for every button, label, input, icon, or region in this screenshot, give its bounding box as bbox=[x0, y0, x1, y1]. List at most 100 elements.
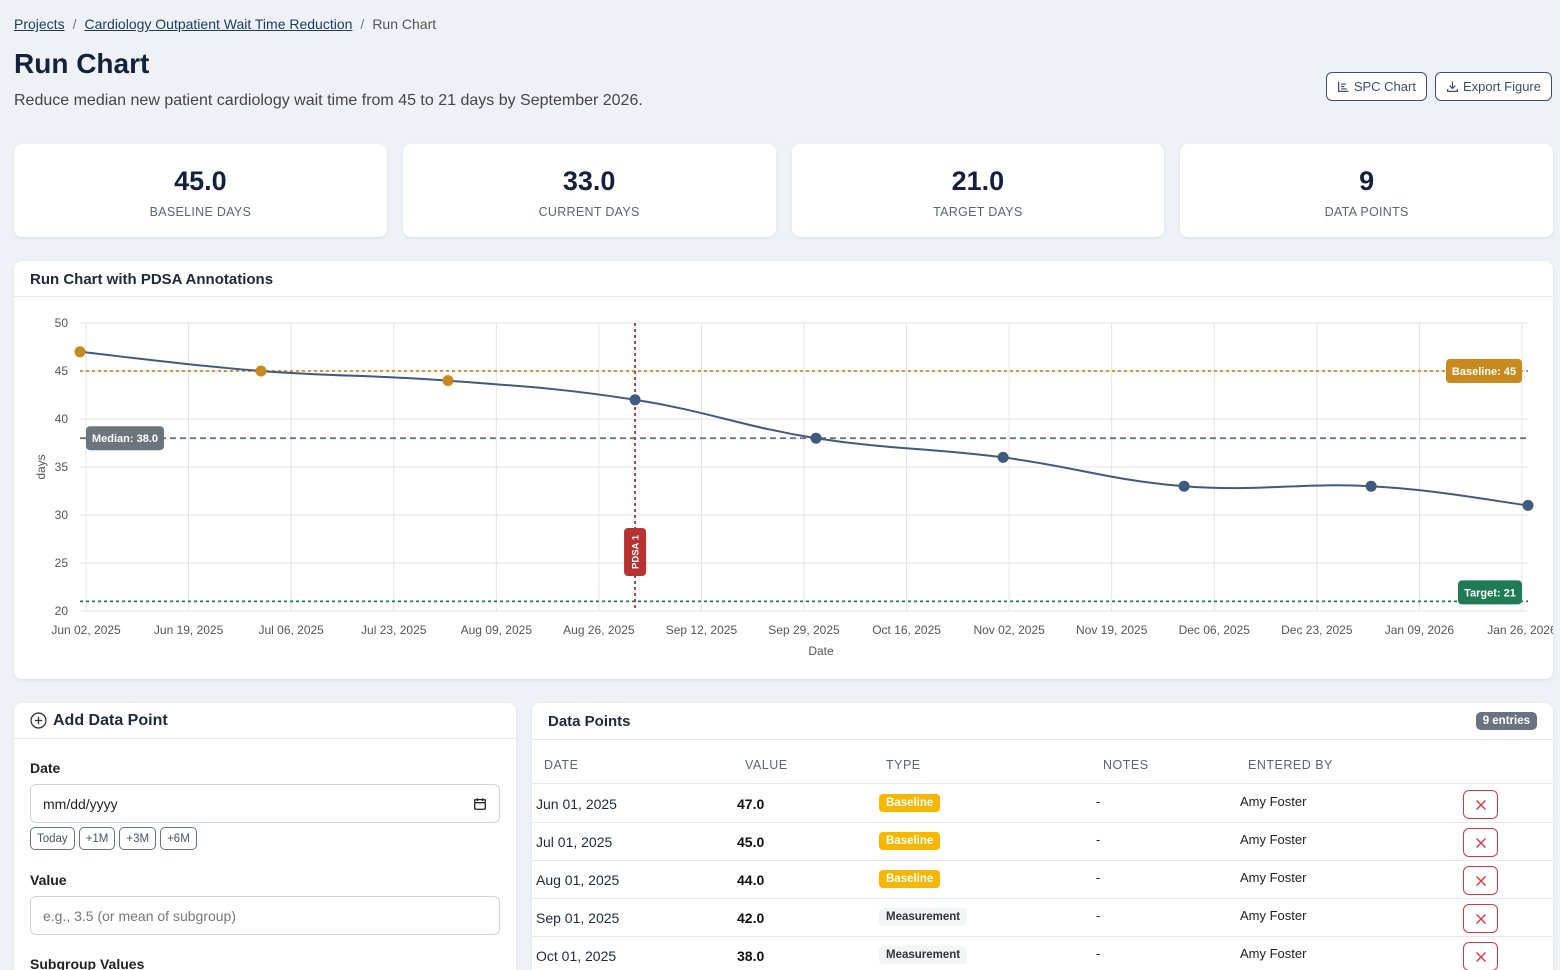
data-points-title: Data Points bbox=[548, 712, 631, 730]
cell-entered-by: Amy Foster bbox=[1240, 946, 1307, 961]
download-icon bbox=[1446, 81, 1458, 92]
x-tick-label: Nov 02, 2025 bbox=[973, 623, 1045, 637]
add-data-point-header: Add Data Point bbox=[14, 703, 516, 739]
y-tick-label: 30 bbox=[55, 508, 69, 522]
value-input[interactable]: e.g., 3.5 (or mean of subgroup) bbox=[30, 896, 500, 935]
x-tick-label: Jun 19, 2025 bbox=[154, 623, 224, 637]
x-tick-label: Sep 12, 2025 bbox=[666, 623, 738, 637]
breadcrumb-separator: / bbox=[72, 16, 77, 32]
date-today-button[interactable]: Today bbox=[30, 827, 75, 850]
cell-entered-by: Amy Foster bbox=[1240, 794, 1307, 809]
table-header-row: DATE VALUE TYPE NOTES ENTERED BY bbox=[532, 740, 1553, 784]
target-label-box bbox=[1458, 580, 1522, 605]
target-label-text: Target: 21 bbox=[1464, 587, 1516, 599]
delete-row-button[interactable] bbox=[1463, 790, 1498, 819]
cell-date: Sep 01, 2025 bbox=[536, 910, 620, 926]
y-tick-label: 45 bbox=[55, 364, 69, 378]
stat-label: CURRENT DAYS bbox=[538, 205, 640, 219]
add-data-point-card: Add Data Point Date mm/dd/yyyy Today +1M… bbox=[14, 703, 516, 970]
value-input-placeholder: e.g., 3.5 (or mean of subgroup) bbox=[43, 907, 236, 924]
run-chart-card: Run Chart with PDSA Annotations 20 25 30 35… bbox=[14, 261, 1553, 679]
breadcrumb-project-link[interactable]: Cardiology Outpatient Wait Time Reductio… bbox=[84, 16, 353, 32]
stats-row: 45.0 BASELINE DAYS 33.0 CURRENT DAYS 21.… bbox=[14, 144, 1553, 237]
y-tick-label: 50 bbox=[55, 316, 69, 330]
x-tick-label: Dec 06, 2025 bbox=[1179, 623, 1251, 637]
cell-notes: - bbox=[1096, 832, 1101, 847]
x-tick-label: Jan 09, 2026 bbox=[1385, 623, 1455, 637]
date-input[interactable]: mm/dd/yyyy bbox=[30, 784, 500, 823]
date-label: Date bbox=[30, 760, 61, 776]
cell-notes: - bbox=[1096, 946, 1101, 961]
close-icon bbox=[1475, 875, 1486, 886]
cell-value: 47.0 bbox=[737, 796, 765, 812]
stat-value: 45.0 bbox=[174, 166, 227, 196]
stat-value: 21.0 bbox=[951, 166, 1005, 196]
table-row: Jun 01, 2025 47.0 Baseline - Amy Foster bbox=[532, 785, 1553, 823]
breadcrumb-projects-link[interactable]: Projects bbox=[14, 16, 65, 32]
data-point bbox=[74, 346, 86, 358]
y-tick-label: 35 bbox=[55, 460, 69, 474]
median-label-text: Median: 38.0 bbox=[92, 433, 158, 445]
calendar-icon[interactable] bbox=[473, 797, 487, 811]
export-figure-button[interactable]: Export Figure bbox=[1434, 72, 1552, 101]
delete-row-button[interactable] bbox=[1463, 942, 1498, 970]
cell-date: Jul 01, 2025 bbox=[536, 834, 613, 850]
spc-chart-button[interactable]: SPC Chart bbox=[1325, 72, 1427, 101]
baseline-label-box bbox=[1446, 359, 1522, 383]
x-tick-label: Jul 23, 2025 bbox=[361, 623, 427, 637]
stat-value: 9 bbox=[1359, 166, 1375, 196]
cell-entered-by: Amy Foster bbox=[1240, 870, 1307, 885]
cell-value: 44.0 bbox=[737, 872, 765, 888]
x-tick-label: Jan 26, 2026 bbox=[1487, 623, 1553, 637]
y-tick-label: 40 bbox=[55, 412, 69, 426]
column-header-value[interactable]: VALUE bbox=[745, 758, 788, 772]
value-label: Value bbox=[30, 872, 67, 888]
column-header-type[interactable]: TYPE bbox=[886, 758, 921, 772]
column-header-notes[interactable]: NOTES bbox=[1103, 758, 1149, 772]
delete-row-button[interactable] bbox=[1463, 866, 1498, 895]
date-plus-1m-button[interactable]: +1M bbox=[78, 827, 116, 850]
type-badge: Measurement bbox=[879, 946, 968, 964]
cell-value: 42.0 bbox=[737, 910, 765, 926]
data-point bbox=[629, 394, 641, 406]
type-badge: Measurement bbox=[879, 908, 968, 926]
x-tick-label: Aug 26, 2025 bbox=[563, 623, 635, 637]
y-tick-label: 25 bbox=[55, 556, 69, 570]
breadcrumb-current: Run Chart bbox=[372, 16, 437, 32]
header-actions: SPC Chart Export Figure bbox=[1325, 72, 1552, 101]
x-tick-label: Oct 16, 2025 bbox=[872, 623, 941, 637]
pdsa-label-box bbox=[624, 528, 647, 576]
page-subtitle: Reduce median new patient cardiology wai… bbox=[14, 92, 643, 109]
pdsa-label-text: PDSA 1 bbox=[631, 534, 642, 569]
date-input-value: mm/dd/yyyy bbox=[43, 795, 118, 812]
date-plus-3m-button[interactable]: +3M bbox=[119, 827, 157, 850]
delete-row-button[interactable] bbox=[1463, 904, 1498, 933]
breadcrumb: Projects / Cardiology Outpatient Wait Time… bbox=[14, 16, 436, 32]
data-point bbox=[997, 451, 1009, 463]
stat-label: TARGET DAYS bbox=[933, 205, 1023, 219]
delete-row-button[interactable] bbox=[1463, 828, 1498, 857]
column-header-entered-by[interactable]: ENTERED BY bbox=[1248, 758, 1333, 772]
stat-card-current: 33.0 CURRENT DAYS bbox=[402, 144, 776, 237]
page-title: Run Chart bbox=[14, 48, 150, 79]
stat-label: BASELINE DAYS bbox=[149, 205, 252, 219]
chart-icon bbox=[1337, 81, 1349, 92]
stat-card-baseline: 45.0 BASELINE DAYS bbox=[14, 144, 387, 237]
data-points-card: Data Points 9 entries DATE VALUE TYPE NO… bbox=[532, 703, 1553, 970]
baseline-label-text: Baseline: 45 bbox=[1452, 366, 1516, 378]
cell-entered-by: Amy Foster bbox=[1240, 832, 1307, 847]
table-row: Sep 01, 2025 42.0 Measurement - Amy Foster bbox=[532, 899, 1553, 937]
cell-date: Oct 01, 2025 bbox=[536, 948, 617, 964]
data-point bbox=[442, 375, 454, 387]
run-chart: 20 25 30 35 40 45 50 Jun 02, 2025 Jun 19, 2025 Ju… bbox=[34, 316, 1553, 658]
run-chart-title: Run Chart with PDSA Annotations bbox=[14, 261, 1553, 297]
close-icon bbox=[1475, 837, 1486, 848]
x-tick-label: Jul 06, 2025 bbox=[258, 623, 324, 637]
baseline-label: Baseline: 45 bbox=[1446, 359, 1522, 383]
type-badge: Baseline bbox=[879, 794, 941, 812]
date-plus-6m-button[interactable]: +6M bbox=[160, 827, 197, 850]
add-data-point-title: Add Data Point bbox=[53, 711, 168, 729]
data-points-header: Data Points 9 entries bbox=[532, 703, 1553, 740]
cell-value: 45.0 bbox=[737, 834, 765, 850]
column-header-date[interactable]: DATE bbox=[544, 758, 579, 772]
